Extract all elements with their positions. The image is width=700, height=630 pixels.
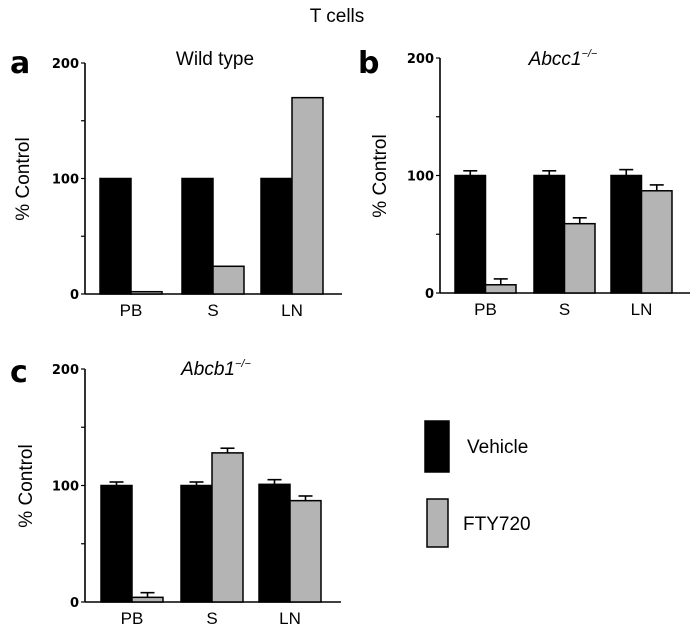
legend-label-vehicle: Vehicle	[467, 437, 528, 458]
bar-fty720-ln	[640, 190, 673, 294]
x-tick-label-ln: LN	[279, 609, 301, 628]
panel-b-title-gene: Abcc1	[528, 49, 582, 70]
panel-a-title: Wild type	[176, 49, 254, 70]
x-tick-label-pb: PB	[120, 301, 143, 320]
panel-b-bars	[454, 168, 673, 294]
panel-a-ylabel: % Control	[13, 137, 34, 220]
y-tick-label: 200	[52, 363, 79, 378]
x-tick-label-ln: LN	[631, 300, 653, 319]
panel-c-ylabel: % Control	[16, 444, 37, 527]
bar-vehicle-ln	[258, 483, 291, 603]
bar-fty720-pb	[484, 284, 517, 294]
panel-b-yticks: 0 100 200	[407, 52, 440, 302]
panel-b-title-superscript: −/−	[581, 48, 597, 60]
y-tick-label: 100	[52, 173, 79, 188]
panel-c-bars	[100, 447, 322, 603]
bar-vehicle-s	[180, 484, 213, 603]
y-tick-label: 0	[70, 288, 79, 303]
panel-c-xticks: PB S LN	[121, 609, 301, 628]
legend: Vehicle FTY720	[424, 420, 531, 548]
bar-vehicle-s	[181, 177, 214, 295]
panel-letter-c: c	[10, 355, 28, 390]
panel-c-title-gene: Abcb1	[180, 359, 235, 380]
bar-fty720-s	[563, 222, 596, 294]
bar-fty720-s	[212, 265, 245, 295]
panel-c: c Abcb1−/− % Control 0 100 200 PB S LN	[10, 355, 341, 628]
x-tick-label-pb: PB	[121, 609, 144, 628]
y-tick-label: 100	[407, 170, 434, 185]
bar-fty720-pb	[130, 290, 163, 295]
bar-fty720-s	[211, 452, 244, 603]
legend-swatch-vehicle	[424, 420, 450, 473]
legend-label-fty720: FTY720	[463, 514, 531, 535]
panel-c-title: Abcb1−/−	[180, 358, 251, 380]
y-tick-label: 0	[70, 596, 79, 611]
y-tick-label: 200	[52, 57, 79, 72]
panel-letter-a: a	[10, 46, 30, 81]
x-tick-label-s: S	[206, 609, 217, 628]
x-tick-label-s: S	[207, 301, 218, 320]
panel-b: b Abcc1−/− % Control 0 100 200 PB S LN	[358, 46, 690, 319]
y-tick-label: 100	[52, 480, 79, 495]
x-tick-label-pb: PB	[474, 300, 497, 319]
panel-a-bars	[99, 96, 324, 295]
x-tick-label-ln: LN	[281, 301, 303, 320]
x-tick-label-s: S	[559, 300, 570, 319]
bar-fty720-pb	[131, 596, 164, 603]
bar-fty720-ln	[291, 96, 324, 295]
bar-vehicle-pb	[454, 174, 487, 294]
panel-a-xticks: PB S LN	[120, 301, 303, 320]
y-tick-label: 0	[425, 287, 434, 302]
panel-a-yticks: 0 100 200	[52, 57, 85, 303]
legend-swatch-fty720	[426, 498, 449, 548]
panel-b-title: Abcc1−/−	[528, 48, 598, 70]
panel-c-yticks: 0 100 200	[52, 363, 85, 611]
bar-fty720-ln	[289, 499, 322, 603]
figure-title: T cells	[310, 6, 365, 27]
panel-a: a Wild type % Control 0 100 200 PB S LN	[10, 46, 342, 320]
panel-b-ylabel: % Control	[370, 134, 391, 217]
bar-vehicle-ln	[610, 174, 643, 294]
y-tick-label: 200	[407, 52, 434, 67]
panel-letter-b: b	[358, 46, 379, 81]
panel-c-title-superscript: −/−	[235, 358, 251, 370]
bar-vehicle-pb	[99, 177, 132, 295]
bar-vehicle-s	[533, 174, 566, 294]
panel-b-xticks: PB S LN	[474, 300, 652, 319]
bar-vehicle-pb	[100, 484, 133, 603]
bar-vehicle-ln	[260, 177, 293, 295]
